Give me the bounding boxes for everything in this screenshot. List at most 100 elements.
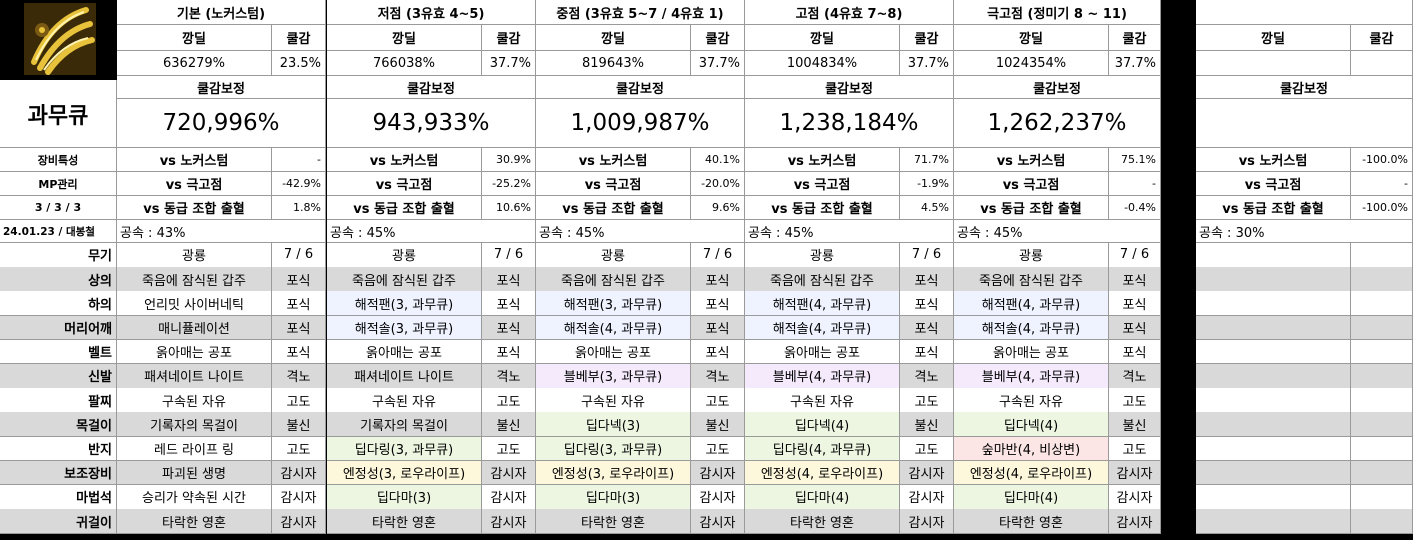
item-name: 딥다마(3) — [327, 485, 482, 510]
compare-label: vs 노커스텀 — [117, 148, 272, 172]
item-name: 해적팬(3, 과무큐) — [536, 291, 691, 317]
claw-weapon-icon — [0, 0, 116, 80]
cd-value: 37.7% — [482, 51, 536, 76]
attack-speed: 공속 : 30% — [1196, 220, 1413, 243]
item-name: 옭아매는 공포 — [745, 339, 900, 365]
item-name — [1196, 388, 1351, 413]
item-option: 포식 — [1109, 291, 1161, 317]
item-name — [1196, 364, 1351, 389]
item-option: 감시자 — [1109, 460, 1161, 486]
item-name: 숲마반(4, 비상변) — [954, 436, 1109, 462]
item-name: 광룡 — [745, 243, 900, 268]
column-header — [1196, 0, 1413, 25]
item-option: 감시자 — [482, 485, 536, 510]
compare-label: vs 노커스텀 — [745, 148, 900, 172]
item-name: 광룡 — [117, 243, 272, 268]
corrected-value: 1,238,184% — [745, 99, 954, 148]
item-option: 고도 — [482, 436, 536, 462]
item-name: 해적솔(4, 과무큐) — [536, 315, 691, 341]
item-option: 포식 — [1109, 267, 1161, 292]
column-header: 중점 (3유효 5~7 / 4유효 1) — [536, 0, 745, 25]
item-option: 감시자 — [1109, 485, 1161, 510]
item-name: 패셔네이트 나이트 — [117, 364, 272, 389]
item-option: 감시자 — [691, 509, 745, 534]
slot-label: 벨트 — [0, 339, 117, 365]
item-name: 죽음에 잠식된 갑주 — [117, 267, 272, 292]
item-name: 구속된 자유 — [536, 388, 691, 413]
date-label: 24.01.23 / 대봉철 — [0, 220, 117, 243]
item-name: 광룡 — [954, 243, 1109, 268]
item-name: 레드 라이프 링 — [117, 436, 272, 462]
compare-label: vs 극고점 — [117, 172, 272, 196]
item-name — [1196, 315, 1351, 341]
slot-label: 신발 — [0, 364, 117, 389]
item-option: 불신 — [482, 412, 536, 438]
item-option: 7 / 6 — [691, 243, 745, 268]
dmg-value: 819643% — [536, 51, 691, 76]
dmg-header: 깡딜 — [536, 25, 691, 51]
item-option: 포식 — [900, 315, 954, 341]
item-option: 고도 — [900, 388, 954, 413]
compare-label: vs 극고점 — [1196, 172, 1351, 196]
slot-label: 귀걸이 — [0, 509, 117, 534]
item-option — [1351, 412, 1413, 438]
item-name: 승리가 약속된 시간 — [117, 485, 272, 510]
item-name: 딥다링(3, 과무큐) — [536, 436, 691, 462]
slot-label: 하의 — [0, 291, 117, 317]
item-option: 포식 — [482, 315, 536, 341]
item-name: 옭아매는 공포 — [954, 339, 1109, 365]
item-name: 딥다넥(3) — [536, 412, 691, 438]
compare-value: 71.7% — [900, 148, 954, 172]
item-option: 포식 — [691, 315, 745, 341]
item-name: 엔정성(4, 로우라이프) — [745, 460, 900, 486]
cd-value — [1351, 51, 1413, 76]
side-label: 장비특성 — [0, 148, 117, 172]
side-label: 3 / 3 / 3 — [0, 196, 117, 220]
compare-value: 1.8% — [272, 196, 326, 220]
dmg-header: 깡딜 — [1196, 25, 1351, 51]
item-name: 광룡 — [327, 243, 482, 268]
slot-label: 반지 — [0, 436, 117, 462]
slot-label: 목걸이 — [0, 412, 117, 438]
item-option: 포식 — [900, 291, 954, 317]
item-option: 고도 — [691, 388, 745, 413]
item-name: 죽음에 잠식된 갑주 — [954, 267, 1109, 292]
item-option: 포식 — [272, 339, 326, 365]
dmg-value: 766038% — [327, 51, 482, 76]
slot-label: 보조장비 — [0, 460, 117, 486]
item-name — [1196, 412, 1351, 438]
item-name: 딥다넥(4) — [954, 412, 1109, 438]
column-header: 저점 (3유효 4~5) — [327, 0, 536, 25]
item-name: 광룡 — [536, 243, 691, 268]
cd-header: 쿨감 — [1109, 25, 1161, 51]
slot-label: 팔찌 — [0, 388, 117, 413]
cd-header: 쿨감 — [900, 25, 954, 51]
item-name: 옭아매는 공포 — [536, 339, 691, 365]
item-option: 불신 — [691, 412, 745, 438]
attack-speed: 공속 : 45% — [954, 220, 1161, 243]
item-option — [1351, 460, 1413, 486]
item-name: 매니퓰레이션 — [117, 315, 272, 341]
item-name — [1196, 291, 1351, 317]
item-name: 엔정성(3, 로우라이프) — [327, 460, 482, 486]
item-name: 엔정성(4, 로우라이프) — [954, 460, 1109, 486]
item-option: 포식 — [272, 315, 326, 341]
item-name: 기록자의 목걸이 — [117, 412, 272, 438]
item-option: 고도 — [1109, 388, 1161, 413]
item-name: 타락한 영혼 — [117, 509, 272, 534]
cd-header: 쿨감 — [482, 25, 536, 51]
compare-value: - — [272, 148, 326, 172]
side-label: MP관리 — [0, 172, 117, 196]
item-name: 딥다넥(4) — [745, 412, 900, 438]
item-option: 격노 — [900, 364, 954, 389]
item-name: 구속된 자유 — [954, 388, 1109, 413]
corrected-value: 943,933% — [327, 99, 536, 148]
compare-label: vs 동급 조합 출혈 — [1196, 196, 1351, 220]
item-option: 포식 — [482, 267, 536, 292]
item-name: 해적솔(4, 과무큐) — [745, 315, 900, 341]
item-name: 해적팬(3, 과무큐) — [327, 291, 482, 317]
corrected-value: 720,996% — [117, 99, 326, 148]
attack-speed: 공속 : 45% — [327, 220, 536, 243]
compare-label: vs 동급 조합 출혈 — [327, 196, 482, 220]
corrected-value: 1,262,237% — [954, 99, 1161, 148]
